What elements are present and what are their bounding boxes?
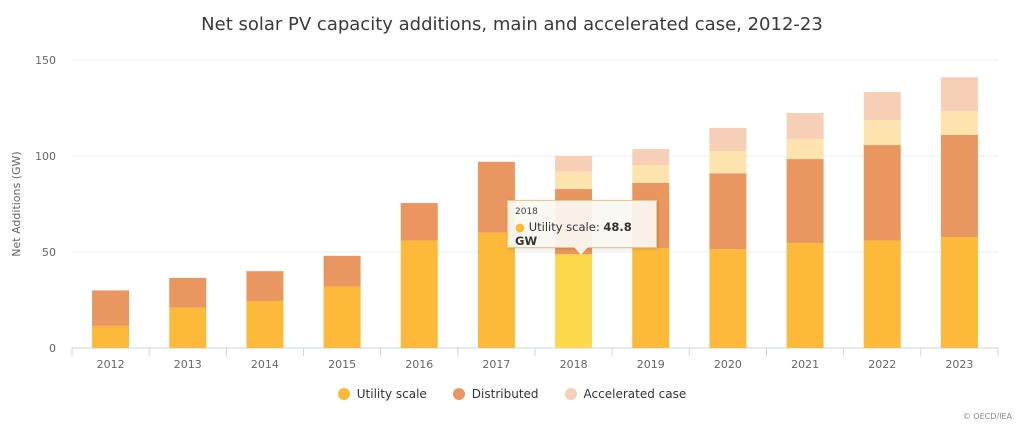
bar-utility-scale-2018[interactable] [555, 254, 593, 348]
bar-utility-scale-2014[interactable] [246, 300, 284, 348]
legend-item-utility-scale[interactable]: Utility scale [337, 387, 427, 401]
bar-distributed-2020[interactable] [709, 173, 747, 250]
bar-distributed-2023[interactable] [940, 134, 978, 238]
bar-accelerated-case-2020[interactable] [709, 151, 747, 174]
bar-distributed-2012[interactable] [92, 290, 130, 326]
bar-utility-scale-2012[interactable] [92, 325, 130, 348]
tooltip-value: 48.8 GW [515, 220, 632, 248]
bar-utility-scale-2022[interactable] [863, 240, 901, 348]
x-tick-label: 2022 [868, 358, 896, 371]
y-tick-label: 150 [35, 54, 56, 67]
y-tick-label: 50 [42, 246, 56, 259]
bar-accelerated-case-2022[interactable] [863, 92, 901, 121]
bar-utility-scale-2019[interactable] [632, 248, 670, 348]
bar-accelerated-case-2019[interactable] [632, 165, 670, 183]
legend-swatch [452, 388, 465, 400]
x-tick-label: 2019 [637, 358, 665, 371]
bar-utility-scale-2013[interactable] [169, 307, 207, 348]
x-tick-label: 2016 [405, 358, 433, 371]
chart-title: Net solar PV capacity additions, main an… [201, 14, 823, 35]
legend-label: Utility scale [356, 387, 427, 401]
bar-utility-scale-2016[interactable] [400, 240, 438, 348]
bar-utility-scale-2017[interactable] [477, 232, 515, 348]
legend-item-distributed[interactable]: Distributed [452, 387, 539, 401]
legend-item-accelerated-case[interactable]: Accelerated case [564, 387, 687, 401]
bar-distributed-2022[interactable] [863, 145, 901, 241]
bar-accelerated-case-2023[interactable] [940, 111, 978, 135]
bar-accelerated-case-2018[interactable] [555, 171, 593, 190]
bar-accelerated-case-2018[interactable] [555, 155, 593, 172]
y-tick-label: 100 [35, 150, 56, 163]
bar-accelerated-case-2021[interactable] [786, 112, 824, 139]
legend-swatch [337, 388, 350, 400]
bar-accelerated-case-2022[interactable] [863, 120, 901, 146]
legend-label: Distributed [471, 387, 539, 401]
legend: Utility scale Distributed Accelerated ca… [0, 387, 1024, 401]
bar-accelerated-case-2020[interactable] [709, 127, 747, 152]
tooltip-label: Utility scale: [528, 220, 604, 234]
x-tick-label: 2023 [945, 358, 973, 371]
bar-distributed-2014[interactable] [246, 271, 284, 301]
bar-accelerated-case-2023[interactable] [940, 77, 978, 112]
bar-distributed-2016[interactable] [400, 203, 438, 241]
legend-swatch [564, 388, 577, 400]
y-axis-label: Net Additions (GW) [10, 151, 23, 256]
credit: © OECD/IEA [962, 412, 1012, 421]
bar-utility-scale-2020[interactable] [709, 249, 747, 348]
tooltip-year: 2018 [515, 207, 538, 217]
x-tick-label: 2021 [791, 358, 819, 371]
bar-distributed-2021[interactable] [786, 159, 824, 243]
x-tick-label: 2018 [560, 358, 588, 371]
bar-distributed-2015[interactable] [323, 255, 361, 287]
bar-utility-scale-2023[interactable] [940, 237, 978, 348]
bar-accelerated-case-2021[interactable] [786, 138, 824, 160]
y-tick-label: 0 [49, 342, 56, 355]
legend-label: Accelerated case [583, 387, 687, 401]
x-tick-label: 2020 [714, 358, 742, 371]
bar-utility-scale-2021[interactable] [786, 242, 824, 348]
bar-distributed-2013[interactable] [169, 277, 207, 308]
bar-accelerated-case-2019[interactable] [632, 149, 670, 166]
x-tick-label: 2015 [328, 358, 356, 371]
bar-utility-scale-2015[interactable] [323, 286, 361, 348]
x-tick-label: 2012 [97, 358, 125, 371]
tooltip: 2018 ● Utility scale: 48.8 GW [507, 200, 657, 255]
x-tick-label: 2014 [251, 358, 279, 371]
x-tick-label: 2013 [174, 358, 202, 371]
tooltip-dot-icon: ● [515, 220, 526, 234]
x-tick-label: 2017 [482, 358, 510, 371]
